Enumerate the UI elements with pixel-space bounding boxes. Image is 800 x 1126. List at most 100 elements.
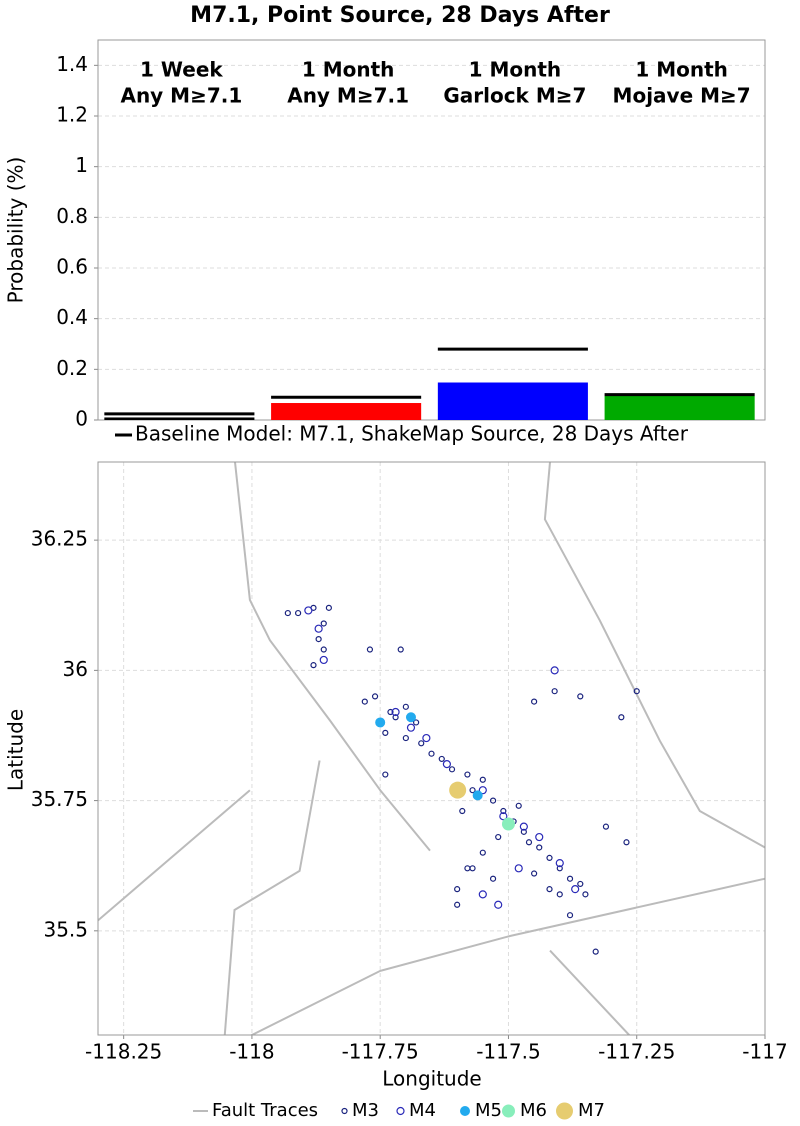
y-tick-label: 0.2 [56, 356, 88, 380]
event-point [531, 870, 538, 877]
legend-swatch [556, 1102, 573, 1120]
y-tick-label: 36 [63, 657, 88, 681]
bar [604, 395, 755, 420]
event-point [520, 828, 527, 835]
y-axis-label: Probability (%) [4, 157, 28, 304]
y-tick-label: 36.25 [31, 527, 88, 551]
y-tick-label: 1 [75, 153, 88, 177]
event-point [295, 609, 302, 617]
event-point [438, 755, 445, 763]
event-point [515, 802, 522, 809]
fault-trace [549, 949, 631, 1035]
x-axis-label: Longitude [382, 1067, 481, 1091]
event-point [566, 875, 574, 882]
event-point [472, 790, 483, 801]
event-point [448, 766, 456, 773]
legend-label: M5 [475, 1100, 502, 1121]
event-point [405, 712, 416, 723]
chart-title: M7.1, Point Source, 28 Days After [190, 3, 610, 28]
event-point [494, 900, 503, 909]
fault-trace [98, 789, 251, 922]
event-point [489, 875, 497, 882]
event-point [536, 844, 543, 851]
category-label: 1 Week [140, 58, 223, 82]
event-point [325, 604, 332, 611]
fault-trace [543, 462, 765, 849]
event-point [556, 891, 563, 898]
fault-trace [223, 760, 321, 1035]
category-label: Garlock M≥7 [443, 84, 586, 108]
event-point [551, 688, 558, 695]
category-label: Any M≥7.1 [120, 84, 242, 108]
event-point [454, 886, 461, 893]
y-tick-label: 1.2 [56, 103, 88, 127]
event-point [571, 885, 580, 894]
event-point [582, 891, 589, 898]
event-point [469, 787, 476, 794]
event-point [391, 707, 400, 717]
legend-label: M3 [352, 1100, 379, 1121]
event-point [479, 849, 486, 856]
event-point [546, 854, 553, 861]
event-point [577, 693, 584, 700]
y-tick-label: 0.6 [56, 255, 88, 279]
x-tick-label: -117.5 [476, 1040, 540, 1064]
y-axis-label: Latitude [4, 709, 28, 791]
x-tick-label: -117.75 [342, 1040, 419, 1064]
event-point [478, 786, 487, 795]
event-point [413, 719, 420, 726]
event-point [501, 817, 515, 831]
x-tick-label: -117 [742, 1040, 787, 1064]
event-point [469, 865, 476, 872]
event-point [284, 609, 291, 617]
event-point [402, 734, 409, 742]
event-point [546, 886, 553, 893]
event-point [361, 698, 368, 705]
legend-swatch [341, 1107, 348, 1115]
event-point [428, 750, 435, 757]
legend-label: M4 [409, 1100, 436, 1121]
y-tick-label: 1.4 [56, 52, 88, 76]
event-point [623, 839, 630, 846]
category-label: 1 Month [635, 58, 728, 82]
event-point [577, 880, 584, 888]
event-point [478, 890, 487, 899]
event-point [531, 698, 538, 705]
event-point [371, 693, 379, 700]
x-tick-label: -118.25 [85, 1040, 162, 1064]
event-point [320, 620, 327, 627]
event-point [459, 807, 466, 815]
legend-swatch [460, 1106, 470, 1116]
bar [437, 382, 588, 420]
event-point [422, 733, 431, 743]
plot-frame [97, 461, 766, 1036]
event-point [314, 624, 323, 633]
event-point [566, 912, 574, 919]
event-point [464, 771, 471, 778]
bar [271, 403, 422, 420]
event-point [550, 666, 559, 675]
event-point [375, 717, 386, 728]
event-point [402, 703, 409, 710]
event-point [495, 833, 502, 841]
fault-trace [234, 462, 431, 852]
event-point [418, 740, 425, 747]
event-point [387, 708, 394, 716]
y-tick-label: 0 [75, 407, 88, 431]
event-point [464, 865, 471, 872]
event-point [514, 864, 523, 873]
event-point [315, 636, 322, 643]
category-label: Mojave M≥7 [613, 84, 751, 108]
category-label: 1 Month [469, 58, 562, 82]
legend-swatch [396, 1106, 405, 1116]
y-tick-label: 0.8 [56, 204, 88, 228]
legend-label: M6 [520, 1100, 547, 1121]
event-point [525, 839, 533, 846]
event-point [618, 714, 625, 721]
event-point [489, 797, 497, 804]
event-point [500, 807, 507, 815]
event-point [633, 688, 640, 695]
legend-label: Baseline Model: M7.1, ShakeMap Source, 2… [135, 422, 689, 446]
event-point [499, 812, 508, 821]
